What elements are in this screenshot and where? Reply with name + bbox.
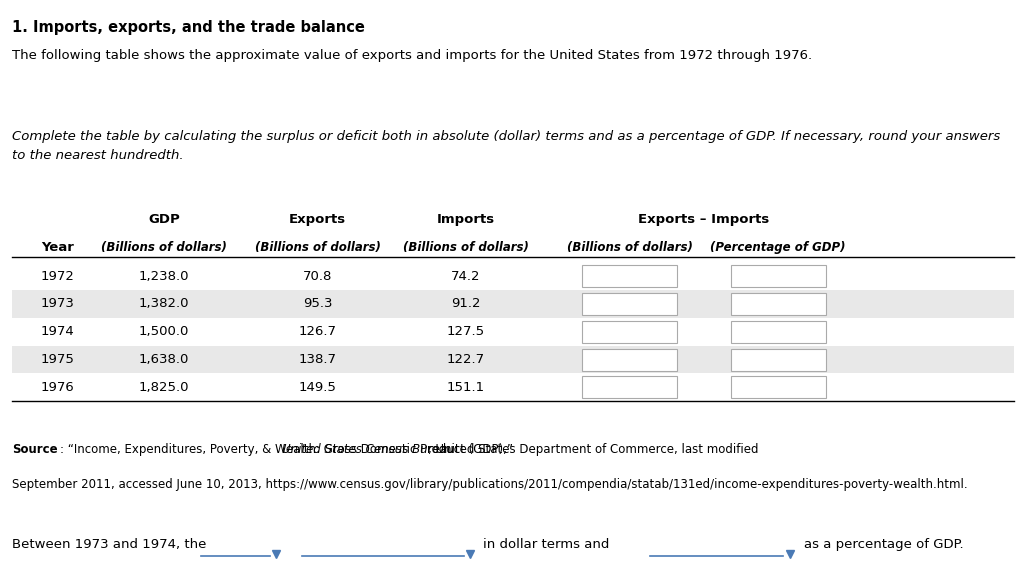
Text: (Percentage of GDP): (Percentage of GDP) bbox=[711, 241, 846, 254]
Text: United States Census Bureau: United States Census Bureau bbox=[282, 443, 454, 456]
Text: Year: Year bbox=[41, 241, 74, 254]
Text: September 2011, accessed June 10, 2013, https://www.census.gov/library/publicati: September 2011, accessed June 10, 2013, … bbox=[12, 478, 968, 490]
FancyBboxPatch shape bbox=[731, 293, 825, 315]
Text: 1,382.0: 1,382.0 bbox=[138, 298, 189, 310]
Text: 1972: 1972 bbox=[41, 270, 75, 283]
FancyBboxPatch shape bbox=[731, 376, 825, 398]
FancyBboxPatch shape bbox=[731, 321, 825, 343]
Text: Exports: Exports bbox=[289, 213, 346, 226]
FancyBboxPatch shape bbox=[12, 373, 1014, 401]
FancyBboxPatch shape bbox=[582, 321, 678, 343]
Text: , United States Department of Commerce, last modified: , United States Department of Commerce, … bbox=[428, 443, 759, 456]
Text: 127.5: 127.5 bbox=[446, 325, 485, 338]
Text: Source: Source bbox=[12, 443, 58, 456]
Text: GDP: GDP bbox=[147, 213, 180, 226]
Text: 95.3: 95.3 bbox=[303, 298, 332, 310]
Text: 1973: 1973 bbox=[41, 298, 75, 310]
FancyBboxPatch shape bbox=[582, 349, 678, 371]
Text: 1,500.0: 1,500.0 bbox=[138, 325, 189, 338]
FancyBboxPatch shape bbox=[12, 290, 1014, 318]
Text: (Billions of dollars): (Billions of dollars) bbox=[255, 241, 380, 254]
FancyBboxPatch shape bbox=[12, 346, 1014, 373]
FancyBboxPatch shape bbox=[582, 265, 678, 287]
Text: 91.2: 91.2 bbox=[452, 298, 480, 310]
Text: 149.5: 149.5 bbox=[299, 381, 336, 394]
Text: Between 1973 and 1974, the: Between 1973 and 1974, the bbox=[12, 538, 207, 551]
Text: 1976: 1976 bbox=[41, 381, 75, 394]
Text: in dollar terms and: in dollar terms and bbox=[483, 538, 609, 551]
Text: 1,238.0: 1,238.0 bbox=[138, 270, 189, 283]
FancyBboxPatch shape bbox=[731, 349, 825, 371]
FancyBboxPatch shape bbox=[582, 293, 678, 315]
Text: Imports: Imports bbox=[437, 213, 495, 226]
Text: 122.7: 122.7 bbox=[446, 353, 485, 366]
Text: Exports – Imports: Exports – Imports bbox=[638, 213, 770, 226]
Text: 151.1: 151.1 bbox=[446, 381, 485, 394]
FancyBboxPatch shape bbox=[731, 265, 825, 287]
FancyBboxPatch shape bbox=[12, 262, 1014, 290]
Text: 126.7: 126.7 bbox=[298, 325, 337, 338]
Text: (Billions of dollars): (Billions of dollars) bbox=[567, 241, 692, 254]
FancyBboxPatch shape bbox=[582, 376, 678, 398]
FancyBboxPatch shape bbox=[12, 318, 1014, 346]
Text: The following table shows the approximate value of exports and imports for the U: The following table shows the approximat… bbox=[12, 49, 812, 62]
Text: 74.2: 74.2 bbox=[452, 270, 480, 283]
Text: 1,638.0: 1,638.0 bbox=[138, 353, 189, 366]
Text: 1. Imports, exports, and the trade balance: 1. Imports, exports, and the trade balan… bbox=[12, 20, 366, 35]
Text: (Billions of dollars): (Billions of dollars) bbox=[403, 241, 528, 254]
Text: 1,825.0: 1,825.0 bbox=[138, 381, 189, 394]
Text: 70.8: 70.8 bbox=[303, 270, 332, 283]
Text: : “Income, Expenditures, Poverty, & Wealth: Gross Domestic Product (GDP),”: : “Income, Expenditures, Poverty, & Weal… bbox=[60, 443, 517, 456]
Text: Complete the table by calculating the surplus or deficit both in absolute (dolla: Complete the table by calculating the su… bbox=[12, 130, 1000, 162]
Text: 138.7: 138.7 bbox=[298, 353, 337, 366]
Text: as a percentage of GDP.: as a percentage of GDP. bbox=[804, 538, 964, 551]
Text: 1974: 1974 bbox=[41, 325, 75, 338]
Text: (Billions of dollars): (Billions of dollars) bbox=[101, 241, 226, 254]
Text: 1975: 1975 bbox=[41, 353, 75, 366]
